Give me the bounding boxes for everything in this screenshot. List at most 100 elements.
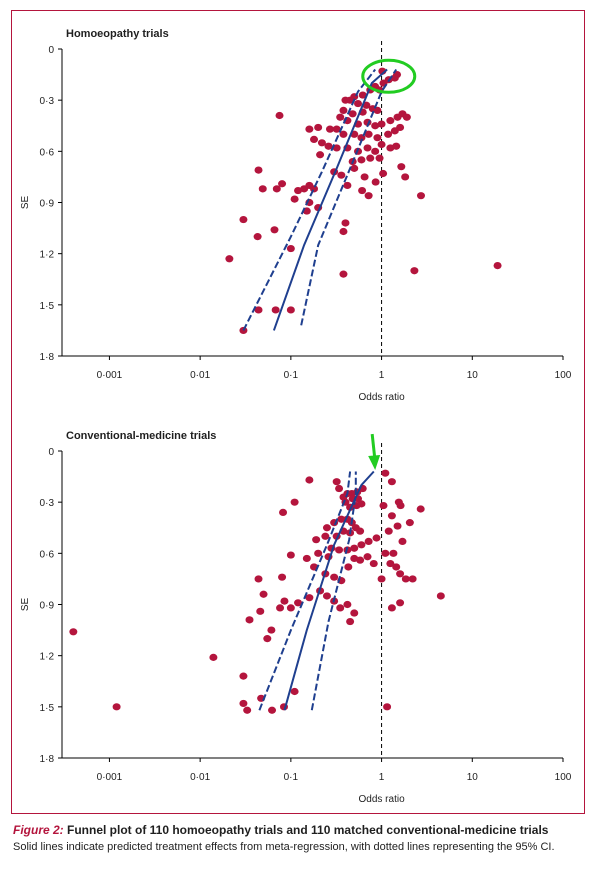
y-tick-label: 1·8 [40, 352, 55, 363]
data-point [390, 74, 399, 82]
data-point [339, 270, 348, 278]
data-point [373, 134, 382, 142]
data-point [302, 554, 311, 563]
data-point [402, 113, 411, 121]
data-point [278, 573, 287, 581]
data-point [268, 706, 277, 714]
data-point [369, 559, 378, 568]
y-axis-label: SE [20, 196, 31, 210]
data-point [371, 122, 380, 130]
data-point [393, 522, 402, 530]
data-point [392, 563, 401, 571]
data-point [416, 505, 425, 513]
data-point [350, 164, 359, 172]
data-point [358, 91, 367, 99]
data-point [254, 306, 263, 314]
data-point [339, 106, 348, 114]
data-point [408, 575, 417, 583]
data-point [271, 306, 280, 314]
data-point [392, 142, 401, 150]
caption-title-text: Funnel plot of 110 homoeopathy trials an… [63, 823, 549, 837]
x-tick-label: 10 [467, 772, 479, 783]
data-point [377, 140, 386, 149]
y-tick-label: 0·6 [40, 549, 55, 560]
x-tick-label: 0·001 [97, 772, 123, 783]
data-point [267, 626, 276, 634]
data-point [343, 600, 352, 609]
x-tick-label: 1 [379, 772, 385, 783]
data-point [290, 195, 299, 203]
chart-panel-2: 0 0·3 0·6 0·9 1·2 1·5 1·8 0·001 0·01 0·1 1 10 100 Odd… [20, 430, 572, 805]
chart-panel-1: 0 0·3 0·6 0·9 1·2 1·5 1·8 0·001 0·01 0·1 1 10 100 Odd… [20, 28, 572, 403]
y-tick-label: 0·3 [40, 498, 55, 509]
data-point [254, 575, 263, 583]
data-point [357, 541, 366, 549]
data-point [253, 233, 262, 241]
data-point [280, 597, 289, 605]
x-tick-label: 100 [555, 370, 572, 381]
data-point [275, 111, 284, 120]
highlight-arrow-head [368, 455, 381, 471]
data-point [286, 551, 295, 559]
data-point [239, 326, 248, 335]
y-tick-label: 1·5 [40, 301, 55, 312]
data-point [364, 537, 373, 545]
data-point [312, 536, 321, 544]
data-point [371, 178, 380, 186]
data-point [348, 110, 357, 118]
x-axis-label: Odds ratio [359, 392, 406, 403]
x-tick-label: 0·01 [190, 772, 210, 783]
data-point [384, 130, 393, 138]
data-point [387, 478, 396, 486]
data-point [357, 156, 366, 164]
data-point [317, 139, 326, 147]
data-point [336, 113, 345, 121]
data-point [69, 628, 78, 636]
data-point [336, 604, 345, 612]
panel-title: Conventional-medicine trials [66, 430, 216, 442]
y-tick-label: 1·8 [40, 754, 55, 765]
data-point [389, 549, 398, 557]
x-tick-label: 100 [555, 772, 572, 783]
data-point [300, 185, 309, 193]
data-point [339, 130, 348, 138]
data-point [239, 215, 248, 224]
data-point [239, 672, 248, 680]
data-point [332, 144, 341, 152]
figure-frame [11, 10, 585, 814]
ci-lower-line [242, 68, 376, 331]
figure-caption-title: Figure 2: Funnel plot of 110 homoeopathy… [13, 823, 548, 837]
data-point [364, 130, 373, 138]
regression-fit-line [272, 68, 388, 331]
data-point [341, 219, 350, 227]
x-tick-label: 1 [379, 370, 385, 381]
data-point [286, 604, 295, 612]
data-point [436, 592, 445, 600]
data-point [416, 192, 425, 200]
data-point [371, 147, 380, 155]
data-point [272, 185, 281, 193]
data-point [337, 171, 346, 179]
panel-title: Homoeopathy trials [66, 28, 169, 40]
data-point [335, 546, 344, 554]
data-point [305, 476, 314, 484]
data-point [358, 186, 367, 195]
x-tick-label: 0·001 [97, 370, 123, 381]
figure-label: Figure 2: [13, 823, 64, 837]
data-point [379, 169, 388, 178]
data-point [286, 244, 295, 253]
data-point [344, 563, 353, 571]
figure-caption-subtitle: Solid lines indicate predicted treatment… [13, 841, 555, 853]
data-point [350, 544, 359, 552]
data-point [386, 117, 395, 125]
y-tick-label: 0·6 [40, 147, 55, 158]
data-point [397, 163, 406, 171]
data-point [263, 635, 272, 643]
data-point [270, 226, 279, 234]
y-tick-label: 1·5 [40, 703, 55, 714]
data-point [387, 604, 396, 612]
x-axis-label: Odds ratio [359, 794, 406, 805]
data-point [396, 570, 405, 578]
data-point [305, 125, 314, 133]
data-point [314, 123, 323, 132]
